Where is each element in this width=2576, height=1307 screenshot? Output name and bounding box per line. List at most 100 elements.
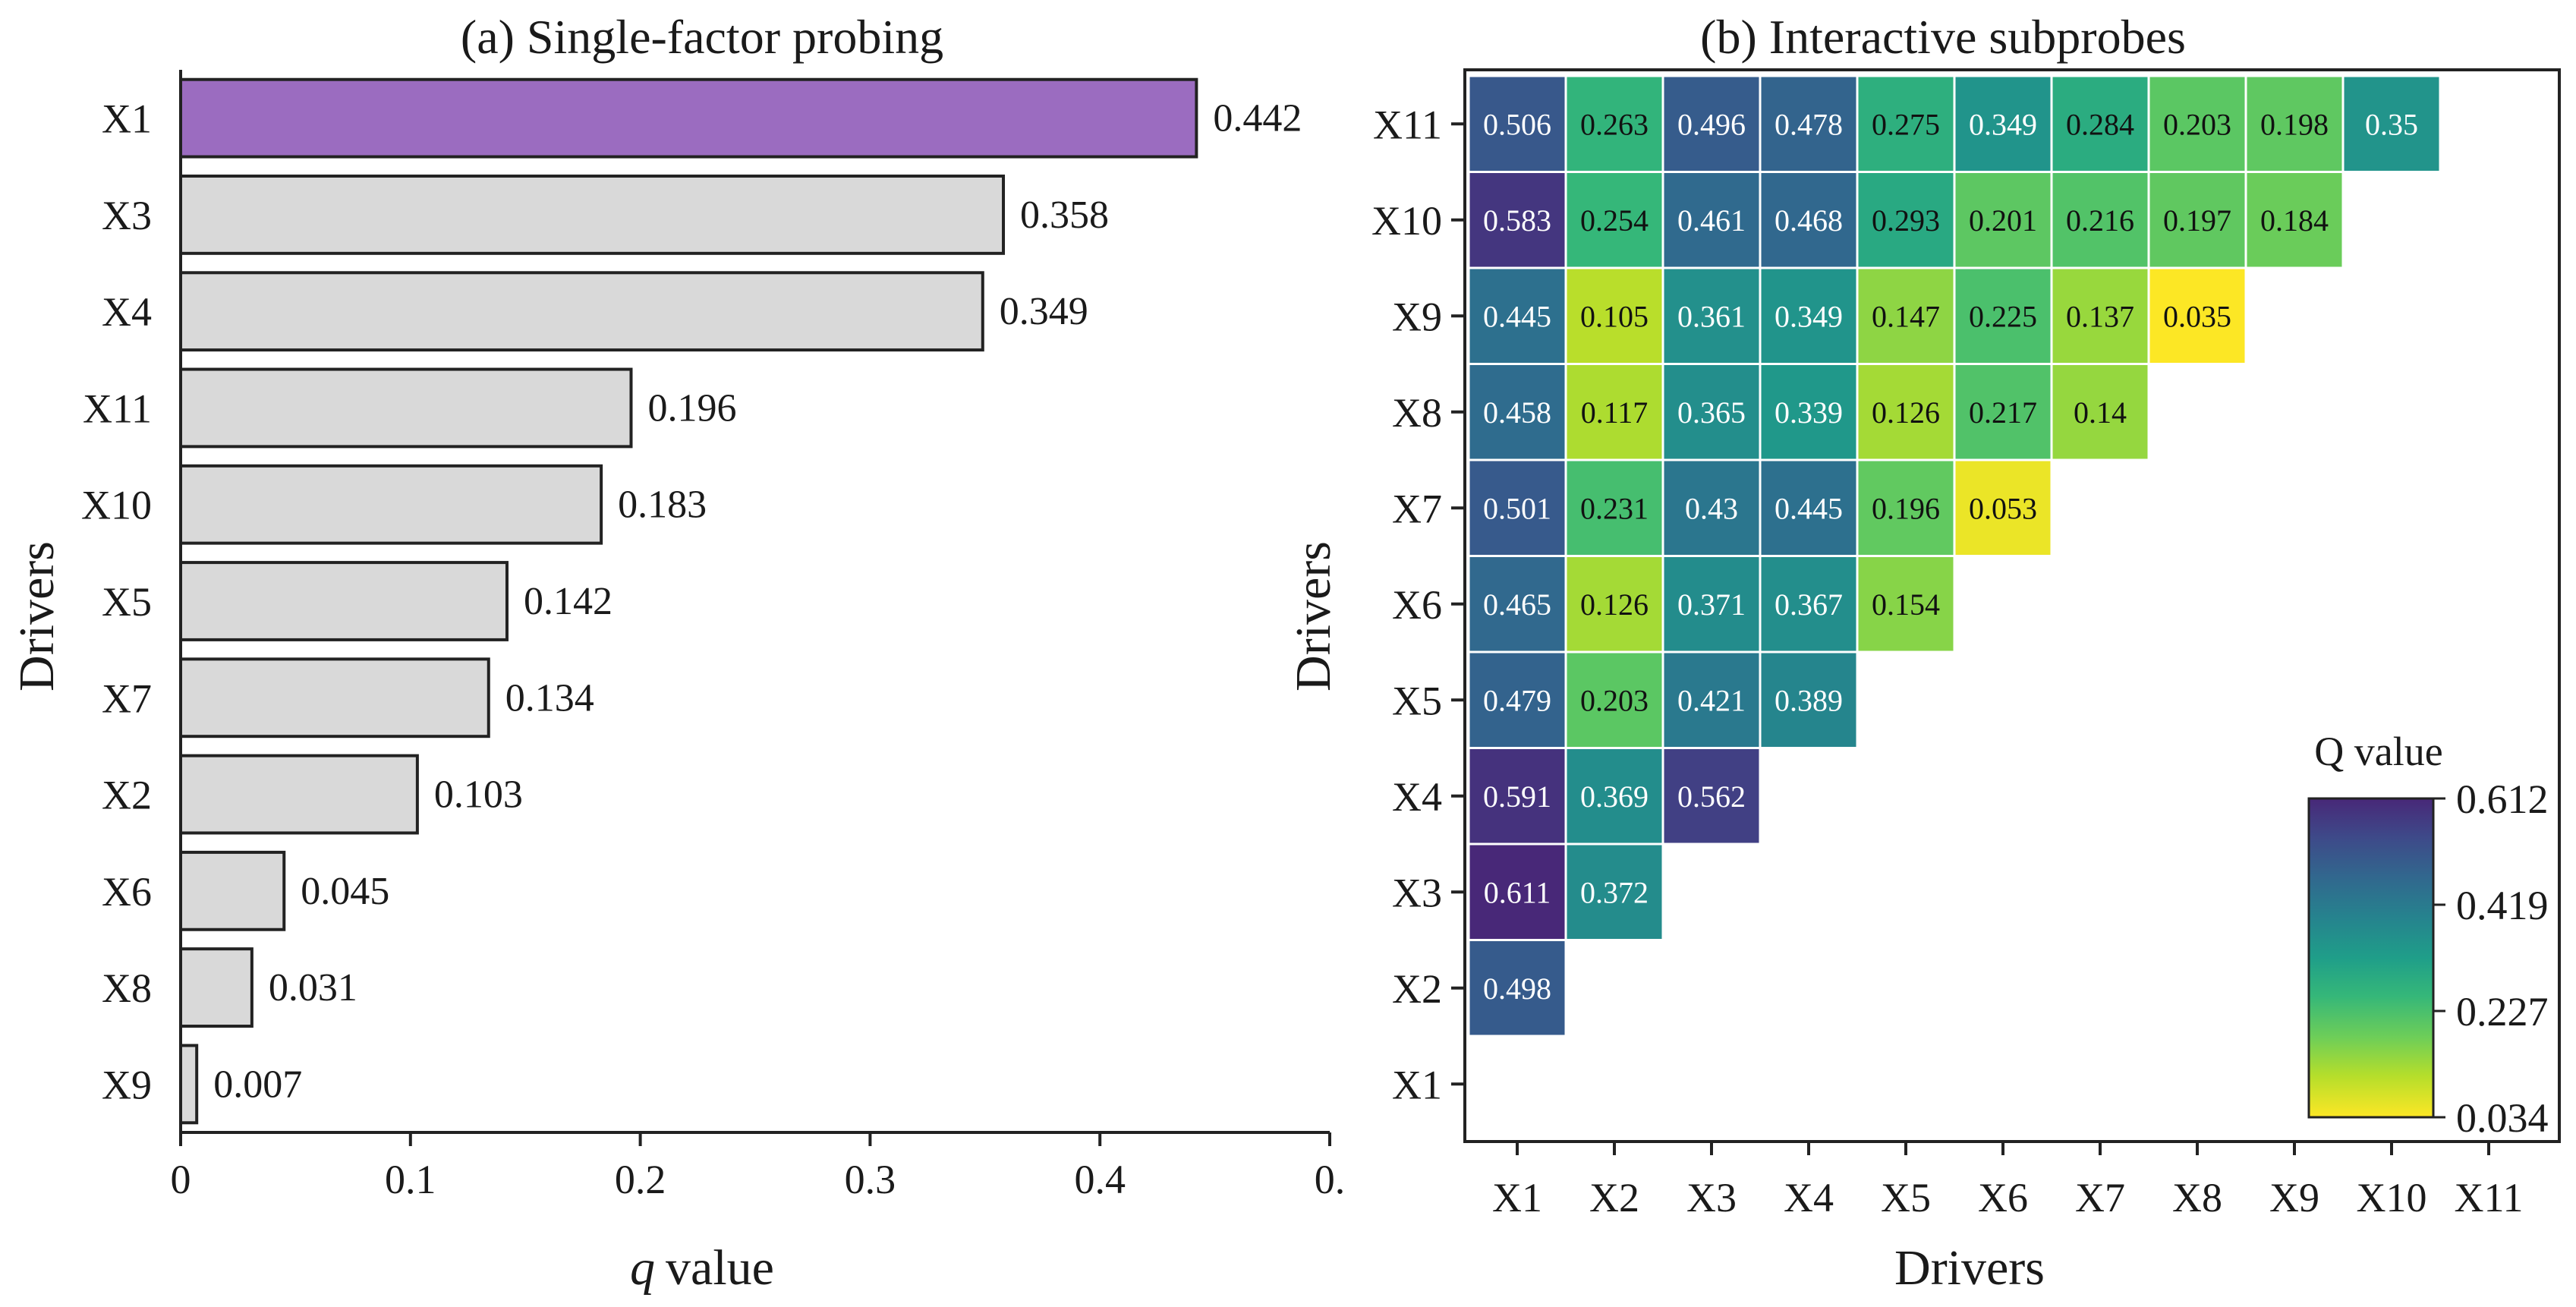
y-tick-label-x3: X3 — [1392, 870, 1442, 915]
heatmap-cell-x9-x5 — [1856, 266, 1956, 365]
heatmap-cell-value: 0.468 — [1775, 203, 1843, 238]
heatmap-cell-value: 0.035 — [2163, 299, 2231, 333]
heatmap-cell-value: 0.562 — [1677, 779, 1746, 814]
heatmap-cell-x6-x3 — [1661, 555, 1762, 654]
heatmap-cell-value: 0.461 — [1677, 203, 1746, 238]
heatmap-cell-x11-x2 — [1564, 74, 1664, 173]
colorbar-bar — [2307, 797, 2435, 1119]
value-label-x5: 0.142 — [524, 580, 613, 623]
y-tick-label-x1: X1 — [102, 96, 152, 142]
heatmap-cell-x3-x2 — [1564, 842, 1664, 941]
value-label-x8: 0.031 — [269, 966, 357, 1009]
heatmap-cell-x11-x3 — [1661, 74, 1762, 173]
y-tick-label-x4: X4 — [102, 289, 152, 335]
heatmap-cell-x11-x6 — [1953, 74, 2053, 173]
bar-x11 — [179, 367, 633, 449]
x-tick-label-x2: X2 — [1589, 1175, 1639, 1220]
value-label-x11: 0.196 — [647, 386, 736, 430]
heatmap-cell-x10-x3 — [1661, 171, 1762, 269]
x-tick-label-x1: X1 — [1492, 1175, 1542, 1220]
heatmap-cell-value: 0.361 — [1677, 299, 1746, 333]
heatmap-cell-value: 0.137 — [2066, 299, 2134, 333]
heatmap-cell-x9-x1 — [1467, 266, 1567, 365]
colorbar-label: Q value — [2314, 729, 2442, 774]
bar-x4 — [179, 271, 984, 352]
panel-b-heatmap-cells: 0.506 0.263 0.496 0.478 0.275 0.349 0.284 0.203… — [1467, 74, 2442, 1038]
heatmap-cell-value: 0.275 — [1872, 107, 1940, 141]
heatmap-cell-value: 0.35 — [2365, 107, 2418, 141]
x-tick-label: 0 — [171, 1157, 191, 1202]
heatmap-cell-x8-x6 — [1953, 363, 2053, 461]
value-label-x6: 0.045 — [301, 870, 389, 913]
panel-b-plot-frame — [1463, 68, 2561, 1143]
panel-a-x-axis-label: q value — [630, 1240, 774, 1296]
heatmap-cell-x7-x6 — [1953, 458, 2053, 557]
x-tick-label-x9: X9 — [2269, 1175, 2319, 1220]
heatmap-cell-value: 0.498 — [1483, 972, 1551, 1006]
heatmap-cell-value: 0.339 — [1775, 395, 1843, 430]
heatmap-cell-value: 0.254 — [1580, 203, 1649, 238]
heatmap-cell-value: 0.105 — [1580, 299, 1649, 333]
colorbar-tick-label: 0.612 — [2456, 776, 2549, 822]
heatmap-cell-value: 0.293 — [1872, 203, 1940, 238]
panel-a-y-axis-label: Drivers — [9, 541, 65, 691]
x-tick-label: 0.2 — [615, 1157, 666, 1202]
heatmap-cell-value: 0.479 — [1483, 683, 1551, 717]
heatmap-cell-value: 0.184 — [2260, 203, 2329, 238]
heatmap-cell-x10-x8 — [2147, 171, 2247, 269]
heatmap-cell-value: 0.14 — [2074, 395, 2127, 430]
y-tick-label-x2: X2 — [1392, 966, 1442, 1012]
heatmap-cell-value: 0.126 — [1872, 395, 1940, 430]
heatmap-cell-x11-x10 — [2341, 74, 2442, 173]
heatmap-cell-value: 0.501 — [1483, 491, 1551, 525]
y-tick-label-x6: X6 — [102, 869, 152, 915]
panel-b-title: (b) Interactive subprobes — [1700, 10, 2186, 64]
y-tick-label-x5: X5 — [1392, 678, 1442, 723]
heatmap-cell-x7-x1 — [1467, 458, 1567, 557]
x-tick-label-x4: X4 — [1784, 1175, 1834, 1220]
heatmap-cell-x7-x3 — [1661, 458, 1762, 557]
y-tick-label-x3: X3 — [102, 193, 152, 238]
heatmap-cell-value: 0.583 — [1483, 203, 1551, 238]
heatmap-cell-x11-x4 — [1759, 74, 1859, 173]
heatmap-cell-value: 0.389 — [1775, 683, 1843, 717]
heatmap-cell-value: 0.197 — [2163, 203, 2231, 238]
heatmap-cell-value: 0.217 — [1969, 395, 2037, 430]
panel-a-value-labels: 0.442 0.358 0.349 0.196 0.183 0.142 0.134 0.103… — [213, 97, 1302, 1107]
heatmap-cell-value: 0.349 — [1775, 299, 1843, 333]
heatmap-cell-x6-x1 — [1467, 555, 1567, 654]
panel-b: (b) Interactive subprobes Drivers Driver… — [1286, 10, 2561, 1296]
bar-x10 — [179, 464, 603, 545]
y-tick-label-x4: X4 — [1392, 774, 1442, 820]
bar-x1 — [179, 77, 1198, 159]
heatmap-cell-value: 0.372 — [1580, 875, 1649, 909]
heatmap-cell-value: 0.371 — [1677, 587, 1746, 622]
panel-b-x-axis-label: Drivers — [1894, 1240, 2045, 1296]
value-label-x10: 0.183 — [618, 483, 707, 527]
value-label-x4: 0.349 — [1000, 290, 1088, 333]
heatmap-cell-value: 0.196 — [1872, 491, 1940, 525]
y-tick-label-x2: X2 — [102, 773, 152, 818]
heatmap-cell-x8-x4 — [1759, 363, 1859, 461]
heatmap-cell-value: 0.43 — [1685, 491, 1738, 525]
heatmap-cell-value: 0.591 — [1483, 779, 1551, 814]
x-tick-label-x5: X5 — [1881, 1175, 1931, 1220]
bar-x7 — [179, 657, 490, 739]
colorbar-tick-label: 0.227 — [2456, 989, 2549, 1035]
panel-a-y-tick-labels: X1 X3 X4 X11 X10 X5 X7 X2 X6 X8 X9 — [81, 96, 152, 1108]
bar-x3 — [179, 175, 1006, 255]
heatmap-cell-value: 0.203 — [2163, 107, 2231, 141]
colorbar-tick-label: 0.034 — [2456, 1095, 2549, 1141]
heatmap-cell-value: 0.263 — [1580, 107, 1649, 141]
panel-a-title: (a) Single-factor probing — [461, 10, 943, 64]
heatmap-cell-x5-x3 — [1661, 650, 1762, 749]
x-tick-label: 0.4 — [1074, 1157, 1126, 1202]
y-tick-label-x11: X11 — [1373, 102, 1442, 147]
heatmap-cell-value: 0.445 — [1775, 491, 1843, 525]
x-tick-label-x7: X7 — [2075, 1175, 2125, 1220]
heatmap-cell-x9-x8 — [2147, 266, 2247, 365]
panel-a-bars — [179, 77, 1198, 1125]
x-tick-label-x11: X11 — [2455, 1175, 2524, 1220]
y-tick-label-x11: X11 — [83, 386, 152, 431]
heatmap-cell-value: 0.445 — [1483, 299, 1551, 333]
